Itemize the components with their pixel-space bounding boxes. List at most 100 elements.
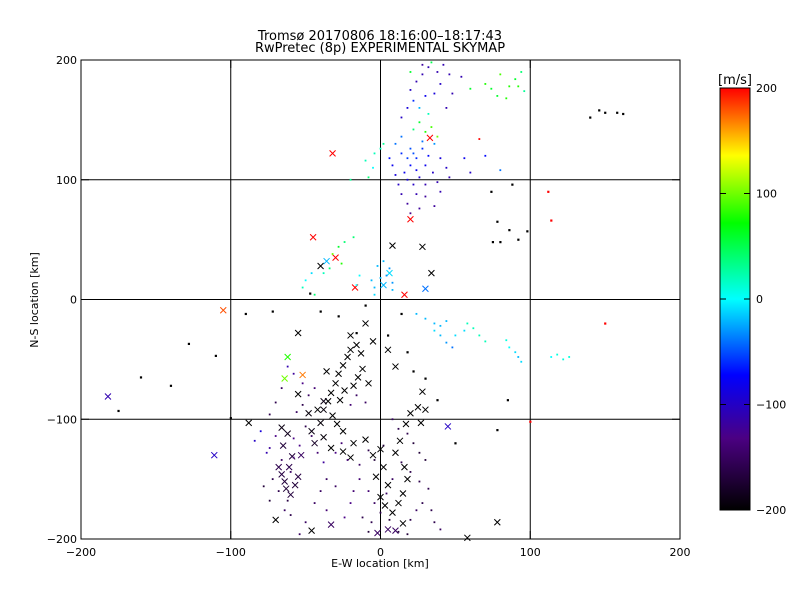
data-point-small [295,411,298,413]
data-point-dot [550,219,553,222]
data-point-dot [604,111,607,114]
data-point-dot [244,312,247,316]
data-point-small [424,95,427,97]
data-point-x-marker [401,463,408,471]
data-point-small [388,518,391,521]
data-point-x-marker [369,338,377,345]
data-point-small [367,176,370,179]
data-point-small [490,87,493,90]
data-point-x-marker [305,409,312,417]
data-point-x-marker [377,445,384,453]
data-point-small [301,286,304,289]
data-point-x-marker [278,470,286,478]
data-point-small [373,502,376,504]
data-point-x-marker [362,436,369,443]
data-point-small [274,401,277,404]
data-point-small [412,152,415,155]
data-point-small [415,312,418,315]
data-point-x-marker [336,396,344,404]
data-point-small [432,171,434,174]
data-point-small [433,521,436,524]
data-point-small [406,202,409,205]
chart-title: Tromsø 20170806 18:16:00–18:17:43 [257,29,502,44]
data-point-small [568,356,571,358]
y-tick-label: −200 [47,533,77,546]
colorbar-unit-label: [m/s] [718,73,752,88]
data-point-small [325,509,328,512]
data-point-x-marker [288,453,296,460]
data-point-x-marker [369,451,377,459]
data-point-small [514,78,517,81]
data-point-x-marker [372,473,380,481]
data-point-dot [229,417,232,420]
data-point-x-marker [380,463,387,471]
y-tick-label: 200 [56,54,77,67]
data-point-x-marker [357,350,365,357]
chart-subtitle: RwPretec (8p) EXPERIMENTAL SKYMAP [255,41,505,56]
data-point-small [445,320,448,322]
data-point-small [424,317,427,320]
data-point-small [433,322,436,325]
y-tick-label: 100 [56,174,77,187]
data-point-x-marker [428,269,435,277]
data-point-x-marker [362,320,369,327]
data-point-dot [589,116,592,119]
data-point-small [412,99,415,102]
data-point-small [418,207,421,210]
data-point-x-marker [320,397,327,405]
data-point-small [409,71,412,73]
data-point-small [372,166,374,169]
data-point-dot [424,377,427,380]
data-point-small [394,142,397,145]
data-point-small [400,461,403,464]
data-point-small [379,511,382,514]
data-point-x-marker [323,367,330,375]
data-point-dot [271,310,274,313]
data-point-small [310,272,313,275]
data-point-x-marker [414,403,422,411]
data-point-small [415,169,418,172]
data-point-x-marker [422,285,429,293]
data-point-x-marker [275,463,283,471]
data-point-x-marker [317,262,324,270]
data-point-x-marker [282,485,290,493]
data-point-small [442,63,445,66]
data-point-small [289,514,292,516]
data-point-small [343,241,346,243]
data-point-small [424,459,427,461]
data-point-dot [598,109,601,112]
data-point-dot [139,376,143,379]
data-point-small [343,516,346,519]
data-point-x-marker [386,269,393,277]
data-point-x-marker [210,451,218,459]
data-point-dot [547,190,550,193]
data-point-small [367,490,370,492]
data-point-small [424,183,427,186]
data-point-small [391,289,394,291]
data-point-x-marker [287,491,295,499]
data-point-small [418,176,421,179]
data-point-dot [490,190,493,193]
data-point-small [415,193,418,196]
data-point-small [409,89,412,91]
data-point-x-marker [341,387,348,394]
data-point-x-marker [308,527,315,534]
data-point-small [421,502,424,504]
data-point-x-marker [392,527,399,534]
colorbar-ticks: 200 100 0 −100 −200 [720,82,786,517]
data-point-x-marker [493,518,501,526]
data-point-small [337,245,340,248]
data-point-small [472,327,475,330]
data-point-x-marker [392,449,399,457]
data-point-small [499,73,502,76]
data-point-small [517,85,520,88]
data-point-small [367,449,370,452]
data-point-x-marker [444,423,452,430]
data-point-dot [187,342,191,346]
data-point-x-marker [464,534,471,542]
data-point-small [379,277,382,279]
data-point-small [388,267,391,270]
y-tick-label: 0 [70,294,77,307]
data-point-small [424,130,427,133]
data-point-small [460,75,463,78]
